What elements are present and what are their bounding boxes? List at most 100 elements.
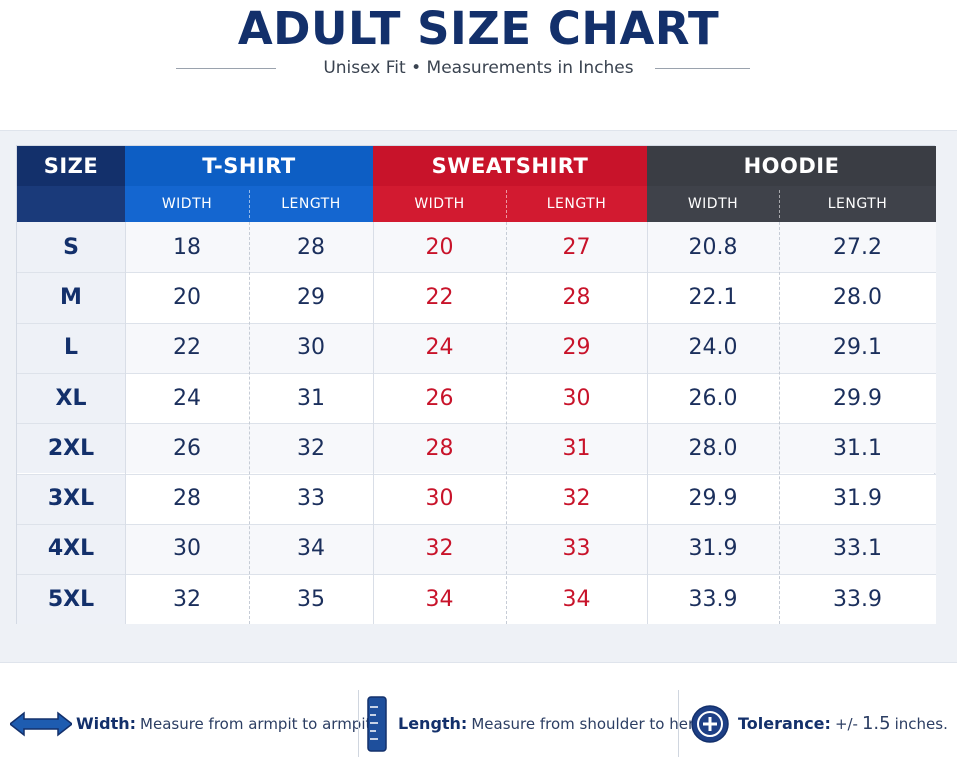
value-cell: 22.1 [688, 284, 738, 310]
value-cell: 34 [297, 536, 325, 562]
value-cell: 20 [425, 234, 454, 260]
value-cell: 33.9 [688, 586, 738, 612]
value-cell: 31 [297, 385, 325, 411]
value-cell: 28 [297, 234, 325, 260]
size-cell: XL [17, 372, 125, 424]
value-cell: 34 [562, 586, 591, 612]
footer-tolerance-label: Tolerance: [738, 714, 831, 733]
value-cell: 30 [297, 335, 325, 361]
value-cell: 28.0 [833, 284, 882, 310]
value-cell: 24 [173, 385, 201, 411]
value-cell: 20.8 [688, 234, 738, 260]
size-cell: L [17, 322, 125, 373]
footer-divider [678, 690, 679, 757]
size-cell: M [17, 272, 125, 323]
page-title: ADULT SIZE CHART [237, 2, 720, 55]
size-cell: 2XL [17, 423, 125, 474]
size-table: SIZE T-SHIRT WIDTH LENGTH SWEATSHIRT WIDTH LEN… [16, 145, 936, 625]
double-arrow-icon [10, 710, 72, 737]
subtitle-rule-left [176, 68, 276, 69]
value-cell: 33 [562, 536, 591, 562]
subtitle-row: Unisex Fit • Measurements in Inches [0, 58, 957, 82]
size-cell: 4XL [17, 523, 125, 575]
row-divider [17, 574, 936, 576]
table-row [17, 473, 936, 524]
table-row [17, 222, 936, 273]
value-cell: 20 [173, 284, 201, 310]
footer-length-label: Length: [398, 714, 468, 733]
value-cell: 31.1 [833, 435, 882, 461]
row-divider [17, 372, 936, 374]
value-cell: 29.1 [833, 335, 882, 361]
value-cell: 27.2 [833, 234, 882, 260]
row-divider [17, 523, 936, 525]
row-divider [17, 322, 936, 324]
group-header-1: SWEATSHIRT [373, 146, 647, 186]
size-cell: 5XL [17, 574, 125, 625]
size-cell: S [17, 222, 125, 273]
footer-length-text: Measure from shoulder to hem. [471, 714, 708, 733]
table-row [17, 372, 936, 424]
sub-header-0: WIDTH [125, 186, 249, 222]
sub-header-2: WIDTH [373, 186, 506, 222]
subtitle-rule-right [655, 68, 750, 69]
table-row [17, 423, 936, 474]
value-cell: 24.0 [688, 335, 738, 361]
value-cell: 28 [562, 284, 591, 310]
value-cell: 29.9 [833, 385, 882, 411]
sub-header-4: WIDTH [647, 186, 779, 222]
column-divider [125, 222, 126, 625]
table-row [17, 272, 936, 323]
sub-header-1: LENGTH [249, 186, 373, 222]
value-cell: 30 [425, 486, 454, 512]
value-cell: 29 [297, 284, 325, 310]
value-cell: 22 [425, 284, 454, 310]
value-cell: 18 [173, 234, 201, 260]
column-divider [373, 222, 374, 625]
value-cell: 24 [425, 335, 454, 361]
footer-tolerance-item: Tolerance: +/- 1.5 inches. [690, 690, 948, 757]
group-header-0: T-SHIRT [125, 146, 373, 186]
value-cell: 30 [562, 385, 591, 411]
value-cell: 22 [173, 335, 201, 361]
subheader-divider [506, 190, 507, 218]
value-cell: 31.9 [688, 536, 738, 562]
subheader-divider [779, 190, 780, 218]
footer-legend: Width: Measure from armpit to armpit. Le… [0, 690, 957, 757]
value-cell: 33.1 [833, 536, 882, 562]
table-row [17, 574, 936, 625]
row-divider [17, 423, 936, 425]
column-divider [647, 222, 648, 625]
value-cell: 29.9 [688, 486, 738, 512]
column-divider [506, 222, 507, 625]
size-cell: 3XL [17, 473, 125, 524]
value-cell: 34 [425, 586, 454, 612]
value-cell: 33 [297, 486, 325, 512]
group-header-2: HOODIE [647, 146, 936, 186]
plus-circle-icon [691, 704, 729, 743]
value-cell: 32 [173, 586, 201, 612]
value-cell: 32 [425, 536, 454, 562]
column-divider [249, 222, 250, 625]
page-subtitle: Unisex Fit • Measurements in Inches [323, 58, 634, 78]
value-cell: 29 [562, 335, 591, 361]
value-cell: 31 [562, 435, 591, 461]
value-cell: 30 [173, 536, 201, 562]
footer-divider [358, 690, 359, 757]
column-divider [779, 222, 780, 625]
sub-header-5: LENGTH [779, 186, 936, 222]
value-cell: 33.9 [833, 586, 882, 612]
size-header-sub [17, 186, 125, 222]
table-row [17, 322, 936, 373]
footer-tolerance-prefix: +/- [834, 714, 858, 733]
value-cell: 32 [297, 435, 325, 461]
table-row [17, 523, 936, 575]
value-cell: 35 [297, 586, 325, 612]
value-cell: 27 [562, 234, 591, 260]
row-divider [17, 272, 936, 274]
value-cell: 26.0 [688, 385, 738, 411]
footer-tolerance-value: 1.5 [861, 713, 891, 734]
sub-header-3: LENGTH [506, 186, 647, 222]
value-cell: 26 [425, 385, 454, 411]
value-cell: 32 [562, 486, 591, 512]
